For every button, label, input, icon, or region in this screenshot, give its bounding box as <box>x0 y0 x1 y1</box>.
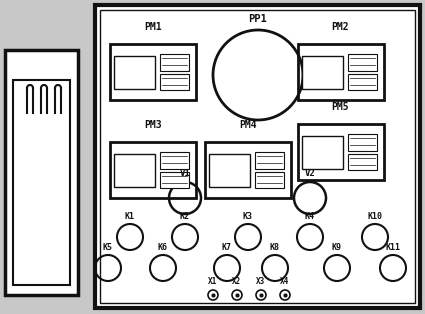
Text: K1: K1 <box>125 212 135 221</box>
Bar <box>110 142 196 198</box>
Bar <box>255 172 284 188</box>
Text: PM3: PM3 <box>144 120 162 130</box>
Text: K9: K9 <box>332 243 342 252</box>
Bar <box>298 124 384 180</box>
Bar <box>348 74 377 90</box>
Text: K5: K5 <box>103 243 113 252</box>
Bar <box>5 50 78 295</box>
Bar <box>114 154 155 187</box>
Bar <box>13 80 70 285</box>
Bar <box>95 5 420 308</box>
Text: X4: X4 <box>280 277 289 286</box>
Bar <box>160 74 189 90</box>
Bar <box>110 44 196 100</box>
Bar <box>100 10 415 303</box>
Text: K6: K6 <box>158 243 168 252</box>
Text: K2: K2 <box>180 212 190 221</box>
Bar <box>114 56 155 89</box>
Text: X1: X1 <box>208 277 218 286</box>
Text: V2: V2 <box>305 169 315 178</box>
Bar <box>160 152 189 169</box>
Bar <box>255 152 284 169</box>
Text: K3: K3 <box>243 212 253 221</box>
Text: X3: X3 <box>256 277 266 286</box>
Bar <box>348 54 377 71</box>
Text: PM5: PM5 <box>331 102 349 112</box>
Text: K7: K7 <box>222 243 232 252</box>
Text: PM2: PM2 <box>331 22 349 32</box>
Bar <box>302 136 343 169</box>
Text: PM4: PM4 <box>239 120 257 130</box>
Text: K11: K11 <box>385 243 400 252</box>
Text: V1: V1 <box>180 169 190 178</box>
Bar <box>348 134 377 151</box>
Text: K8: K8 <box>270 243 280 252</box>
Bar <box>348 154 377 171</box>
Bar <box>160 172 189 188</box>
Bar <box>205 142 291 198</box>
Text: X2: X2 <box>232 277 242 286</box>
Bar <box>302 56 343 89</box>
Text: K10: K10 <box>368 212 382 221</box>
Bar <box>209 154 250 187</box>
Bar <box>298 44 384 100</box>
Text: K4: K4 <box>305 212 315 221</box>
Bar <box>160 54 189 71</box>
Text: PM1: PM1 <box>144 22 162 32</box>
Text: PP1: PP1 <box>249 14 267 24</box>
